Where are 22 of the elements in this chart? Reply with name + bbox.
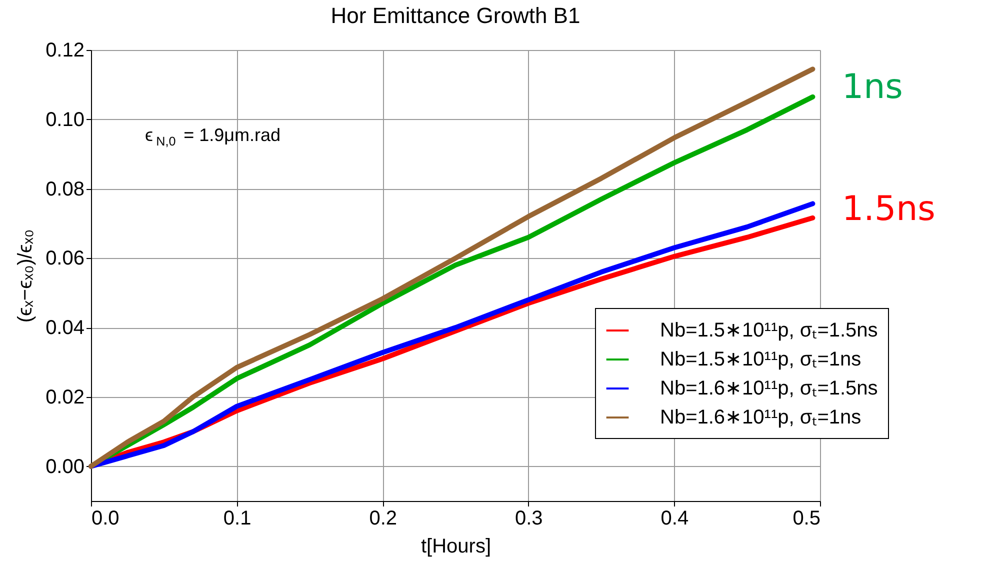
chart-title: Hor Emittance Growth B1 [330,3,580,28]
text: 1.5ns [842,189,936,229]
x-tick-label: 0.1 [223,508,252,530]
legend-label: Nb=1.6∗10¹¹p, σₜ=1ns [660,406,862,428]
legend-label: Nb=1.6∗10¹¹p, σₜ=1.5ns [660,378,878,400]
x-axis-title: t[Hours] [420,536,492,558]
text: 1ns [842,67,903,107]
y-tick-label: 0.10 [46,108,84,131]
x-tick-label: 0.4 [660,508,689,530]
y-tick-label: 0.02 [46,386,84,408]
y-axis-title: (ϵₓ−ϵₓ₀)/ϵₓ₀ [14,229,37,323]
legend-label: Nb=1.5∗10¹¹p, σₜ=1ns [660,348,862,370]
x-tick-label: 0.2 [369,508,398,530]
x-tick-label: 0.0 [92,508,120,530]
x-tick-label: 0.5 [792,508,820,530]
legend-label: Nb=1.5∗10¹¹p, σₜ=1.5ns [660,320,878,342]
y-tick-label: 0.00 [46,456,84,478]
y-tick-label: 0.06 [46,248,84,270]
y-tick-label: 0.04 [46,317,84,340]
y-tick-label: 0.12 [46,40,84,62]
x-tick-label: 0.3 [514,508,543,530]
y-tick-label: 0.08 [46,178,84,200]
